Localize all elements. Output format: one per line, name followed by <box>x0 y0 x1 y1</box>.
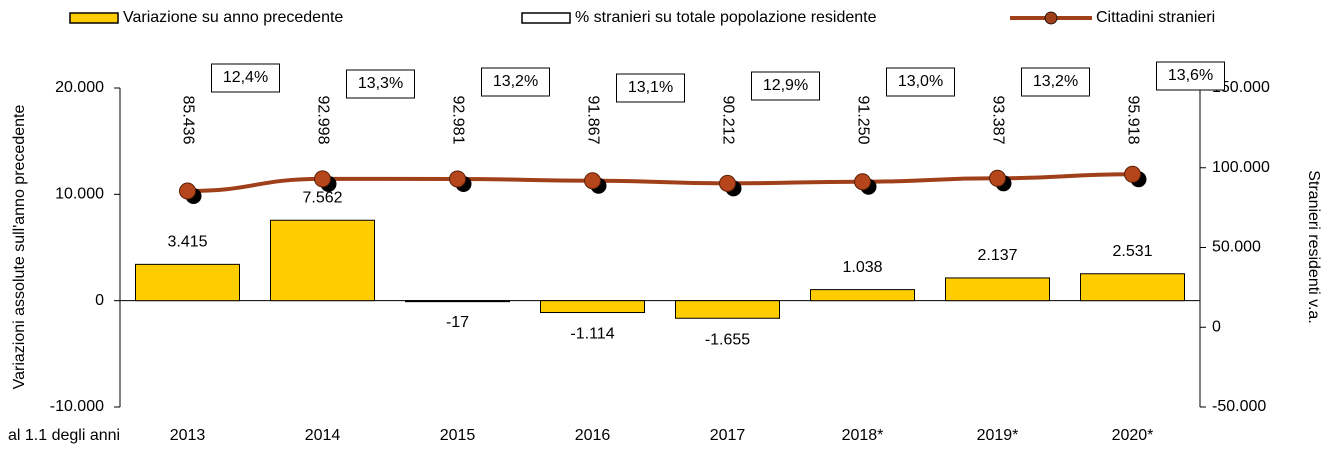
x-tick-label: 2019* <box>977 427 1019 444</box>
marker <box>719 174 736 192</box>
bar <box>270 219 375 302</box>
line-value-label: 95.918 <box>1124 96 1141 145</box>
percent-box <box>616 73 685 103</box>
bar <box>540 300 645 314</box>
percent-box <box>751 71 820 101</box>
legend-swatch <box>69 12 119 24</box>
percent-label: 13,3% <box>358 75 403 92</box>
percent-box <box>211 63 280 93</box>
marker <box>584 172 601 190</box>
percent-label: 13,0% <box>898 73 943 90</box>
y-tick-label: -10.000 <box>50 398 104 415</box>
line-value-label: 93.387 <box>989 96 1006 145</box>
bar <box>1080 273 1185 302</box>
percent-box <box>346 69 415 99</box>
x-tick-label: 2020* <box>1112 427 1154 444</box>
x-tick-label: 2017 <box>710 427 746 444</box>
bar-value-label: -1.114 <box>570 326 614 343</box>
bar <box>135 263 240 302</box>
bar-value-label: 3.415 <box>167 234 207 251</box>
y2-axis-label: Stranieri residenti v.a. <box>1305 170 1322 324</box>
percent-box <box>886 67 955 97</box>
y2-tick-label: -50.000 <box>1212 398 1266 415</box>
x-axis-label: al 1.1 degli anni <box>8 427 120 444</box>
marker <box>314 170 331 188</box>
percent-box <box>1021 67 1090 97</box>
percent-label: 13,6% <box>1168 67 1213 84</box>
line-value-label: 92.998 <box>314 96 331 145</box>
y2-tick-label: 100.000 <box>1212 159 1270 176</box>
marker <box>449 170 466 188</box>
percent-label: 13,2% <box>493 73 538 90</box>
marker <box>179 182 196 200</box>
percent-label: 12,9% <box>763 77 808 94</box>
bar <box>945 277 1050 302</box>
marker <box>989 169 1006 187</box>
bar-value-label: -17 <box>446 314 469 331</box>
legend-marker <box>1044 11 1058 25</box>
legend-label: Variazione su anno precedente <box>123 9 343 26</box>
bar-value-label: 2.531 <box>1112 243 1152 260</box>
legend-label: Cittadini stranieri <box>1096 9 1215 26</box>
percent-box <box>1156 61 1225 91</box>
line-value-label: 90.212 <box>719 96 736 145</box>
bar-value-label: 7.562 <box>302 189 342 206</box>
line-value-label: 85.436 <box>179 96 196 145</box>
y2-tick-label: 50.000 <box>1212 239 1261 256</box>
legend-swatch <box>521 12 571 24</box>
line-value-label: 91.250 <box>854 96 871 145</box>
x-tick-label: 2014 <box>305 427 341 444</box>
line-value-label: 91.867 <box>584 96 601 145</box>
percent-label: 13,1% <box>628 79 673 96</box>
y2-tick-label: 150.000 <box>1212 79 1270 96</box>
x-tick-label: 2015 <box>440 427 476 444</box>
marker <box>1124 165 1141 183</box>
bar-value-label: 1.038 <box>842 259 882 276</box>
x-tick-label: 2013 <box>170 427 206 444</box>
line-value-label: 92.981 <box>449 96 466 145</box>
bar-value-label: -1.655 <box>705 331 750 348</box>
percent-label: 12,4% <box>223 69 268 86</box>
y2-tick-label: 0 <box>1212 318 1221 335</box>
bar-value-label: 2.137 <box>977 247 1017 264</box>
percent-label: 13,2% <box>1033 73 1078 90</box>
bar <box>405 300 510 303</box>
y-tick-label: 20.000 <box>55 79 104 96</box>
y-tick-label: 0 <box>95 292 104 309</box>
marker <box>854 173 871 191</box>
bar <box>810 289 915 302</box>
x-tick-label: 2018* <box>842 427 884 444</box>
bar <box>675 300 780 319</box>
legend-label: % stranieri su totale popolazione reside… <box>575 9 877 26</box>
y-axis-label: Variazioni assolute sull'anno precedente <box>11 105 28 390</box>
percent-box <box>481 67 550 97</box>
y-tick-label: 10.000 <box>55 186 104 203</box>
x-tick-label: 2016 <box>575 427 611 444</box>
